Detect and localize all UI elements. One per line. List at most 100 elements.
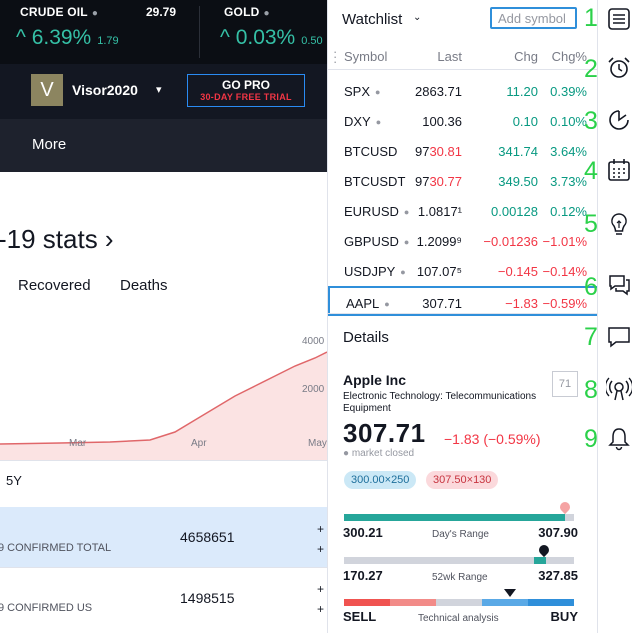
change-value: 11.20 [506,84,538,99]
watchlist-panel: Watchlist ⌄ ··· Symbol Last Chg Chg% SPX… [327,0,598,633]
technical-analysis-bar [344,599,574,606]
change-value: 341.74 [498,144,538,159]
watchlist-title[interactable]: Watchlist [342,11,403,28]
last-price: 9730.81 [415,144,462,159]
last-price-main: 97 [414,144,430,159]
chats-icon[interactable] [606,272,632,298]
nav-more-link[interactable]: More [32,136,67,153]
change-percent: 3.64% [550,144,587,159]
column-last[interactable]: Last [437,49,462,64]
watchlist-icon[interactable] [606,6,632,32]
symbol-cell: BTCUSD [344,144,397,159]
watchlist-row-gbpusd[interactable]: GBPUSD ● 1.2099⁹ −0.01236 −1.01% [328,226,598,256]
week52-range-fill [534,557,547,564]
watchlist-row-dxy[interactable]: DXY ● 100.36 0.10 0.10% [328,106,598,136]
chevron-down-icon[interactable]: ⌄ [413,12,422,23]
ticker-pct: ^ 0.03% [220,26,296,49]
days-range-label: Day's Range [432,529,489,540]
tab-deaths[interactable]: Deaths [120,277,168,294]
chat-bubble-icon[interactable] [606,324,632,350]
last-price: 1.0817¹ [418,204,462,219]
ticker-divider [199,6,200,58]
watchlist-row-aapl[interactable]: AAPL ● 307.71 −1.83 −0.59% [328,286,598,316]
symbol-cell: GBPUSD ● [344,234,409,249]
annotation-number: 5 [584,210,598,238]
last-price-tail: 30.81 [429,144,462,159]
last-price-main: 100.36 [422,114,462,129]
watchlist-row-spx[interactable]: SPX ● 2863.71 11.20 0.39% [328,76,598,106]
alarm-clock-icon[interactable] [606,55,632,81]
row-value: 1498515 [180,590,235,606]
column-chg-pct[interactable]: Chg% [551,49,587,64]
watchlist-row-btcusd[interactable]: BTCUSD 9730.81 341.74 3.64% [328,136,598,166]
page-title[interactable]: -19 stats › [0,224,114,254]
ta-strong-sell [344,599,390,606]
change-value: −0.01236 [483,234,538,249]
ideas-lightbulb-icon[interactable] [606,211,632,237]
column-chg[interactable]: Chg [514,49,538,64]
avatar[interactable]: V [31,74,63,106]
ta-sell-label: SELL [343,609,377,624]
change-value: −1.83 [505,296,538,311]
table-row[interactable]: 9 CONFIRMED US 1498515 + + [0,567,327,633]
status-dot-icon: ● [263,8,270,19]
table-row[interactable]: 9 CONFIRMED TOTAL 4658651 + + [0,507,327,567]
annotation-number: 3 [584,107,598,135]
ticker-change: 0.50 [301,35,323,47]
last-price-tail: 30.77 [429,174,462,189]
status-dot-icon: ● [91,8,99,19]
change-percent: 0.12% [550,204,587,219]
ask-pill: 307.50×130 [426,471,499,489]
change-percent: 0.39% [550,84,587,99]
change-percent: 0.10% [550,114,587,129]
last-price: 9730.77 [415,174,462,189]
free-trial-label: 30-DAY FREE TRIAL [200,92,292,102]
rank-badge[interactable]: 71 [552,371,578,397]
username[interactable]: Visor2020 [72,82,138,98]
ta-indicator-icon [503,589,516,597]
days-range-low: 300.21 [343,525,383,540]
column-symbol[interactable]: Symbol [344,49,388,64]
nav-bar [0,119,327,172]
row-value: 4658651 [180,529,235,545]
ticker-gold[interactable]: GOLD ● ^ 0.03% 0.50 [200,0,327,64]
ticker-crude-oil[interactable]: CRUDE OIL ● 29.79 ^ 6.39% 1.79 [0,0,199,64]
ta-strong-buy [528,599,574,606]
week52-range-low: 170.27 [343,568,383,583]
tab-recovered[interactable]: Recovered [18,277,91,294]
row-change: + [317,582,325,596]
status-dot-icon: ● [384,299,390,309]
chart-line [0,351,327,445]
last-price: 1.2099⁹ [417,234,462,249]
ta-label[interactable]: Technical analysis [418,613,499,624]
status-dot-icon: ● [375,117,382,127]
watchlist-row-usdjpy[interactable]: USDJPY ● 107.07⁵ −0.145 −0.14% [328,256,598,286]
symbol-cell: BTCUSDT [344,174,405,189]
week52-marker-icon [537,542,552,558]
status-dot-icon: ● [400,267,406,277]
stats-area-chart: 4000 2000 Mar Apr May [0,336,327,460]
annotation-number: 8 [584,376,598,404]
add-symbol-input[interactable] [490,7,577,29]
annotation-number: 2 [584,55,598,83]
drag-handle-icon[interactable]: · · · [333,44,338,69]
bid-pill: 300.00×250 [344,471,417,489]
go-pro-button[interactable]: GO PRO 30-DAY FREE TRIAL [187,74,305,107]
data-window-icon[interactable] [606,107,632,133]
watchlist-row-btcusdt[interactable]: BTCUSDT 9730.77 349.50 3.73% [328,166,598,196]
symbol-cell: EURUSD ● [344,204,409,219]
watchlist-header: Watchlist ⌄ [328,0,598,40]
day-marker-icon [557,499,572,515]
ticker-name: GOLD [224,5,260,19]
last-price: 107.07⁵ [417,264,462,279]
symbol-name: BTCUSD [344,144,398,159]
calendar-icon[interactable] [606,157,632,183]
watchlist-row-eurusd[interactable]: EURUSD ● 1.0817¹ 0.00128 0.12% [328,196,598,226]
notifications-bell-icon[interactable] [606,426,632,452]
last-price: 100.36 [422,114,462,129]
row-change: + [317,542,325,556]
last-price-main: 2863.71 [415,84,462,99]
streams-broadcast-icon[interactable] [606,376,632,402]
range-5y-button[interactable]: 5Y [6,473,22,488]
chevron-down-icon[interactable]: ▾ [156,84,162,96]
